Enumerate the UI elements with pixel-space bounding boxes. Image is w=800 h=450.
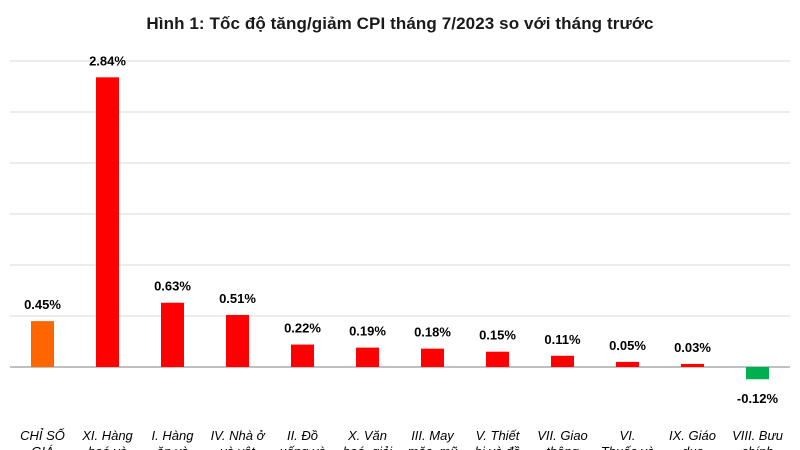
data-label: 2.84%: [89, 53, 126, 68]
category-label: VI.: [620, 428, 636, 443]
bar: [486, 351, 509, 367]
category-label: dục: [682, 444, 703, 450]
category-label: V. Thiết: [476, 428, 521, 443]
category-label: hoá và: [88, 444, 127, 450]
category-label: XI. Hàng: [81, 428, 133, 443]
category-label: GIÁ: [31, 444, 54, 450]
bar: [356, 347, 379, 367]
bar: [96, 77, 119, 367]
category-label: VII. Giao: [537, 428, 588, 443]
data-label: 0.03%: [674, 340, 711, 355]
data-label: 0.05%: [609, 338, 646, 353]
category-label: thông: [546, 444, 579, 450]
category-label: I. Hàng: [152, 428, 195, 443]
data-label: 0.15%: [479, 328, 516, 343]
category-label: chính: [742, 444, 774, 450]
bar: [161, 302, 184, 367]
category-label: Thuốc và: [601, 444, 654, 450]
bar: [746, 367, 769, 380]
category-label: bị và đồ: [475, 444, 521, 450]
category-label: hoá, giải: [343, 444, 393, 450]
bar: [681, 363, 704, 367]
data-label: 0.18%: [414, 325, 451, 340]
category-label: IV. Nhà ở: [211, 428, 266, 443]
category-label: ăn và: [157, 444, 189, 450]
category-label: VIII. Bưu: [732, 428, 783, 443]
category-label: IX. Giáo: [669, 428, 716, 443]
category-label: và vật: [220, 444, 256, 450]
category-label: CHỈ SỐ: [20, 428, 65, 443]
bar: [421, 348, 444, 367]
data-label: 0.11%: [544, 332, 581, 347]
bar: [616, 361, 639, 367]
bar: [551, 355, 574, 367]
data-label: 0.63%: [154, 279, 191, 294]
chart-title: Hình 1: Tốc độ tăng/giảm CPI tháng 7/202…: [146, 14, 654, 33]
category-label: II. Đồ: [287, 428, 318, 443]
category-label: uống và: [279, 444, 325, 450]
bar: [226, 314, 249, 367]
data-label: 0.22%: [284, 321, 321, 336]
bar: [291, 344, 314, 367]
category-label: mặc, mũ: [408, 444, 458, 450]
data-label: 0.51%: [219, 291, 256, 306]
data-label: 0.45%: [24, 297, 61, 312]
bar: [31, 321, 54, 367]
category-label: X. Văn: [347, 428, 387, 443]
data-label: 0.19%: [349, 324, 386, 339]
data-label: -0.12%: [737, 391, 779, 406]
category-label: III. May: [411, 428, 455, 443]
